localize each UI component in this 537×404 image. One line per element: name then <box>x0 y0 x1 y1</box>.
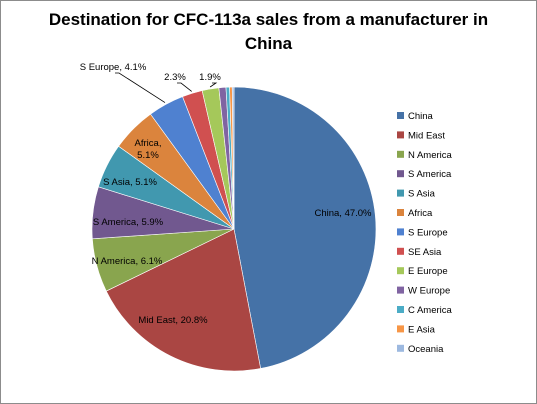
legend-swatch-se-asia <box>397 247 404 255</box>
data-label-mid-east: Mid East, 20.8% <box>138 315 208 326</box>
pie-slice-china <box>233 86 377 369</box>
legend-label-mid-east: Mid East <box>408 130 445 141</box>
legend-label-china: China <box>408 111 434 122</box>
legend-swatch-c-america <box>397 306 404 313</box>
legend-label-e-asia: E Asia <box>408 324 436 335</box>
data-label-e-europe: 1.9% <box>199 72 221 83</box>
legend-swatch-china <box>397 112 404 119</box>
pie-slice-oceania <box>231 86 235 230</box>
legend-swatch-w-europe <box>397 286 404 294</box>
legend-label-oceania: Oceania <box>408 344 444 355</box>
legend-swatch-s-america <box>397 170 404 178</box>
legend-swatch-s-europe <box>397 228 404 236</box>
legend-swatch-e-asia <box>397 325 404 333</box>
legend-swatch-s-asia <box>397 189 404 197</box>
legend-label-c-america: C America <box>408 305 453 316</box>
data-label-china: China, 47.0% <box>314 208 372 219</box>
data-label-africa: Africa, 5.1% <box>135 138 162 161</box>
legend-swatch-mid-east <box>397 131 404 139</box>
legend-label-s-europe: S Europe <box>408 227 448 238</box>
data-label-se-asia: 2.3% <box>164 72 186 83</box>
legend-label-e-europe: E Europe <box>408 266 448 277</box>
legend-label-s-asia: S Asia <box>408 189 436 200</box>
legend-swatch-e-europe <box>397 267 404 275</box>
leader-line-e-europe <box>209 82 218 88</box>
chart-title: Destination for CFC-113a sales from a ma… <box>48 10 489 53</box>
pie-slice-mid-east <box>105 228 261 372</box>
legend-label-africa: Africa <box>408 208 433 219</box>
legend-swatch-oceania <box>397 344 404 352</box>
leader-line-se-asia <box>177 82 192 92</box>
data-label-s-europe: S Europe, 4.1% <box>80 62 147 73</box>
data-label-s-asia: S Asia, 5.1% <box>103 177 157 188</box>
legend-label-se-asia: SE Asia <box>408 247 442 258</box>
legend-swatch-n-america <box>397 150 404 158</box>
leader-line-s-europe <box>115 72 166 103</box>
data-label-n-america: N America, 6.1% <box>92 256 163 267</box>
legend-label-s-america: S America <box>408 169 452 180</box>
legend-label-w-europe: W Europe <box>408 286 450 297</box>
legend-label-n-america: N America <box>408 150 453 161</box>
legend-swatch-africa <box>397 209 404 216</box>
data-label-s-america: S America, 5.9% <box>93 217 164 228</box>
